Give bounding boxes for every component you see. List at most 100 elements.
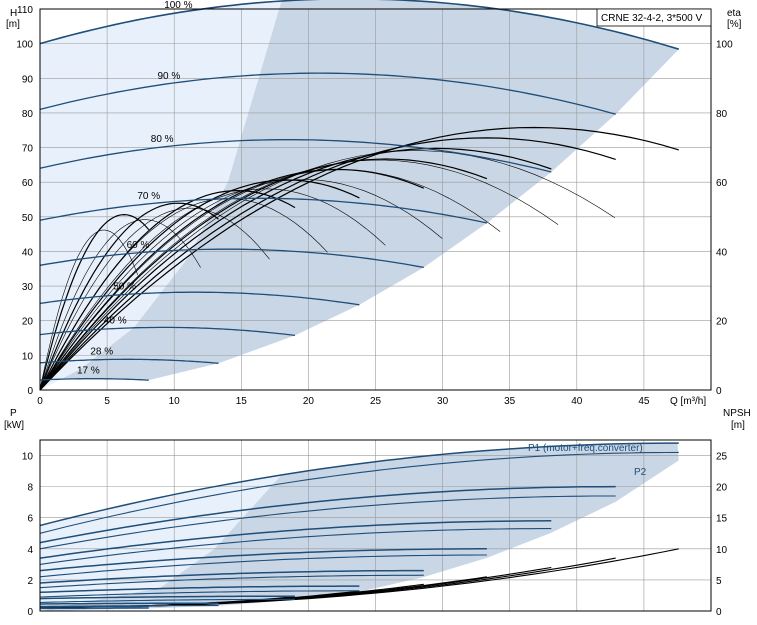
y-left-tick: 70 (22, 144, 34, 155)
efficiency-curve (39, 158, 488, 391)
y-left-tick: 80 (22, 109, 34, 120)
y-right-tick: 0 (716, 386, 722, 397)
y-left-unit-1: H (10, 8, 17, 19)
efficiency-curve (39, 189, 296, 391)
y-right-tick: 40 (716, 247, 728, 258)
speed-label: 70 % (137, 191, 160, 202)
p2-power-curve (39, 554, 487, 578)
p1-power-curve (39, 569, 424, 584)
power-operating-area (40, 443, 679, 611)
p1-power-curve (39, 585, 360, 594)
x-tick: 0 (37, 396, 43, 407)
head-curve (39, 326, 296, 337)
head-curve (39, 378, 149, 381)
x-tick: 10 (169, 396, 181, 407)
y-left-tick: 20 (22, 317, 34, 328)
p-tick: 0 (27, 607, 33, 618)
head-curves (39, 0, 680, 381)
x-tick: 5 (104, 396, 110, 407)
p1-power-curve (40, 602, 219, 605)
p2-power-curve (40, 605, 219, 607)
efficiency-curve-thin (39, 229, 139, 391)
speed-label: 28 % (90, 347, 113, 358)
efficiency-curve-thin (39, 207, 270, 391)
speed-label: 40 % (104, 316, 127, 327)
efficiency-curve (39, 202, 219, 391)
efficiency-curve (39, 213, 150, 391)
efficiency-curve (39, 168, 425, 391)
efficiency-curve-thin (39, 150, 616, 391)
p2-power-curve (39, 607, 149, 610)
bottom-axis-ticks: 0 2 4 6 8 10 0 5 10 15 20 25 (22, 452, 728, 618)
npsh-unit-1: NPSH (723, 408, 751, 419)
y-right-unit-1: eta (727, 8, 741, 19)
speed-labels: 100 % 90 % 80 % 70 % 60 % 50 % 40 % 28 % 17 % (77, 0, 193, 376)
p-tick: 6 (27, 514, 33, 525)
y-left-tick: 60 (22, 178, 34, 189)
head-curve (39, 0, 680, 50)
head-curve (39, 197, 488, 224)
x-tick: 25 (370, 396, 382, 407)
speed-label: 50 % (113, 282, 136, 293)
x-tick: 45 (638, 396, 650, 407)
npsh-tick: 5 (716, 576, 722, 587)
p2-power-curve (39, 574, 424, 589)
p1-power-curve (39, 548, 487, 572)
p2-power-curve (39, 495, 616, 550)
efficiency-curve (39, 147, 552, 391)
p1-power-curve (39, 485, 616, 544)
efficiency-curve (39, 179, 360, 391)
top-plot-frame (39, 8, 712, 391)
p1-power-curve (39, 520, 552, 559)
power-curves (39, 442, 679, 610)
model-label-box (596, 8, 712, 27)
x-tick: 35 (504, 396, 516, 407)
efficiency-curve-thin (39, 219, 201, 391)
npsh-tick: 15 (716, 514, 728, 525)
speed-label: 60 % (127, 240, 150, 251)
y-right-tick: 60 (716, 178, 728, 189)
top-operating-area (40, 0, 679, 390)
x-tick: 15 (236, 396, 248, 407)
y-left-tick: 10 (22, 351, 34, 362)
p1-series-label: P1 (motor+freq.converter) (528, 443, 643, 454)
p-unit-2: [kW] (4, 420, 24, 431)
speed-label: 17 % (77, 366, 100, 377)
y-left-tick: 110 (17, 5, 33, 16)
p-unit-1: P (10, 408, 17, 419)
head-curve (39, 138, 552, 173)
efficiency-curve-thin (39, 169, 501, 391)
p1-power-curve (39, 595, 295, 600)
p1-power-curve (40, 605, 149, 608)
npsh-tick: 20 (716, 483, 728, 494)
x-tick: 20 (303, 396, 315, 407)
x-tick: 40 (571, 396, 583, 407)
speed-label: 80 % (151, 134, 174, 145)
top-axis-ticks: 0 10 20 30 40 50 60 70 80 90 100 110 0 20 40 60 80 100 0 5 1… (16, 5, 733, 407)
p1-power-curve (39, 442, 679, 527)
p2-power-curve (39, 528, 552, 565)
y-left-unit-2: [m] (6, 19, 20, 30)
p2-power-curve (39, 598, 295, 604)
y-left-tick: 0 (27, 386, 33, 397)
y-right-tick: 100 (716, 40, 733, 51)
p-tick: 10 (22, 452, 34, 463)
head-curve (39, 72, 616, 115)
y-left-tick: 50 (22, 213, 34, 224)
model-label: CRNE 32-4-2, 3*500 V (601, 13, 702, 24)
y-left-tick: 30 (22, 282, 34, 293)
speed-label: 90 % (157, 71, 180, 82)
head-curve (39, 358, 219, 364)
y-right-unit-2: [%] (727, 19, 742, 30)
head-curve (39, 248, 424, 269)
p-tick: 4 (27, 545, 33, 556)
x-tick: 30 (437, 396, 449, 407)
y-left-tick: 90 (22, 74, 34, 85)
npsh-unit-2: [m] (731, 420, 745, 431)
efficiency-curves (39, 126, 679, 391)
p2-series-label: P2 (634, 467, 647, 478)
p-tick: 2 (27, 576, 33, 587)
p-tick: 8 (27, 483, 33, 494)
p2-power-curve (39, 590, 360, 598)
npsh-tick: 10 (716, 545, 728, 556)
